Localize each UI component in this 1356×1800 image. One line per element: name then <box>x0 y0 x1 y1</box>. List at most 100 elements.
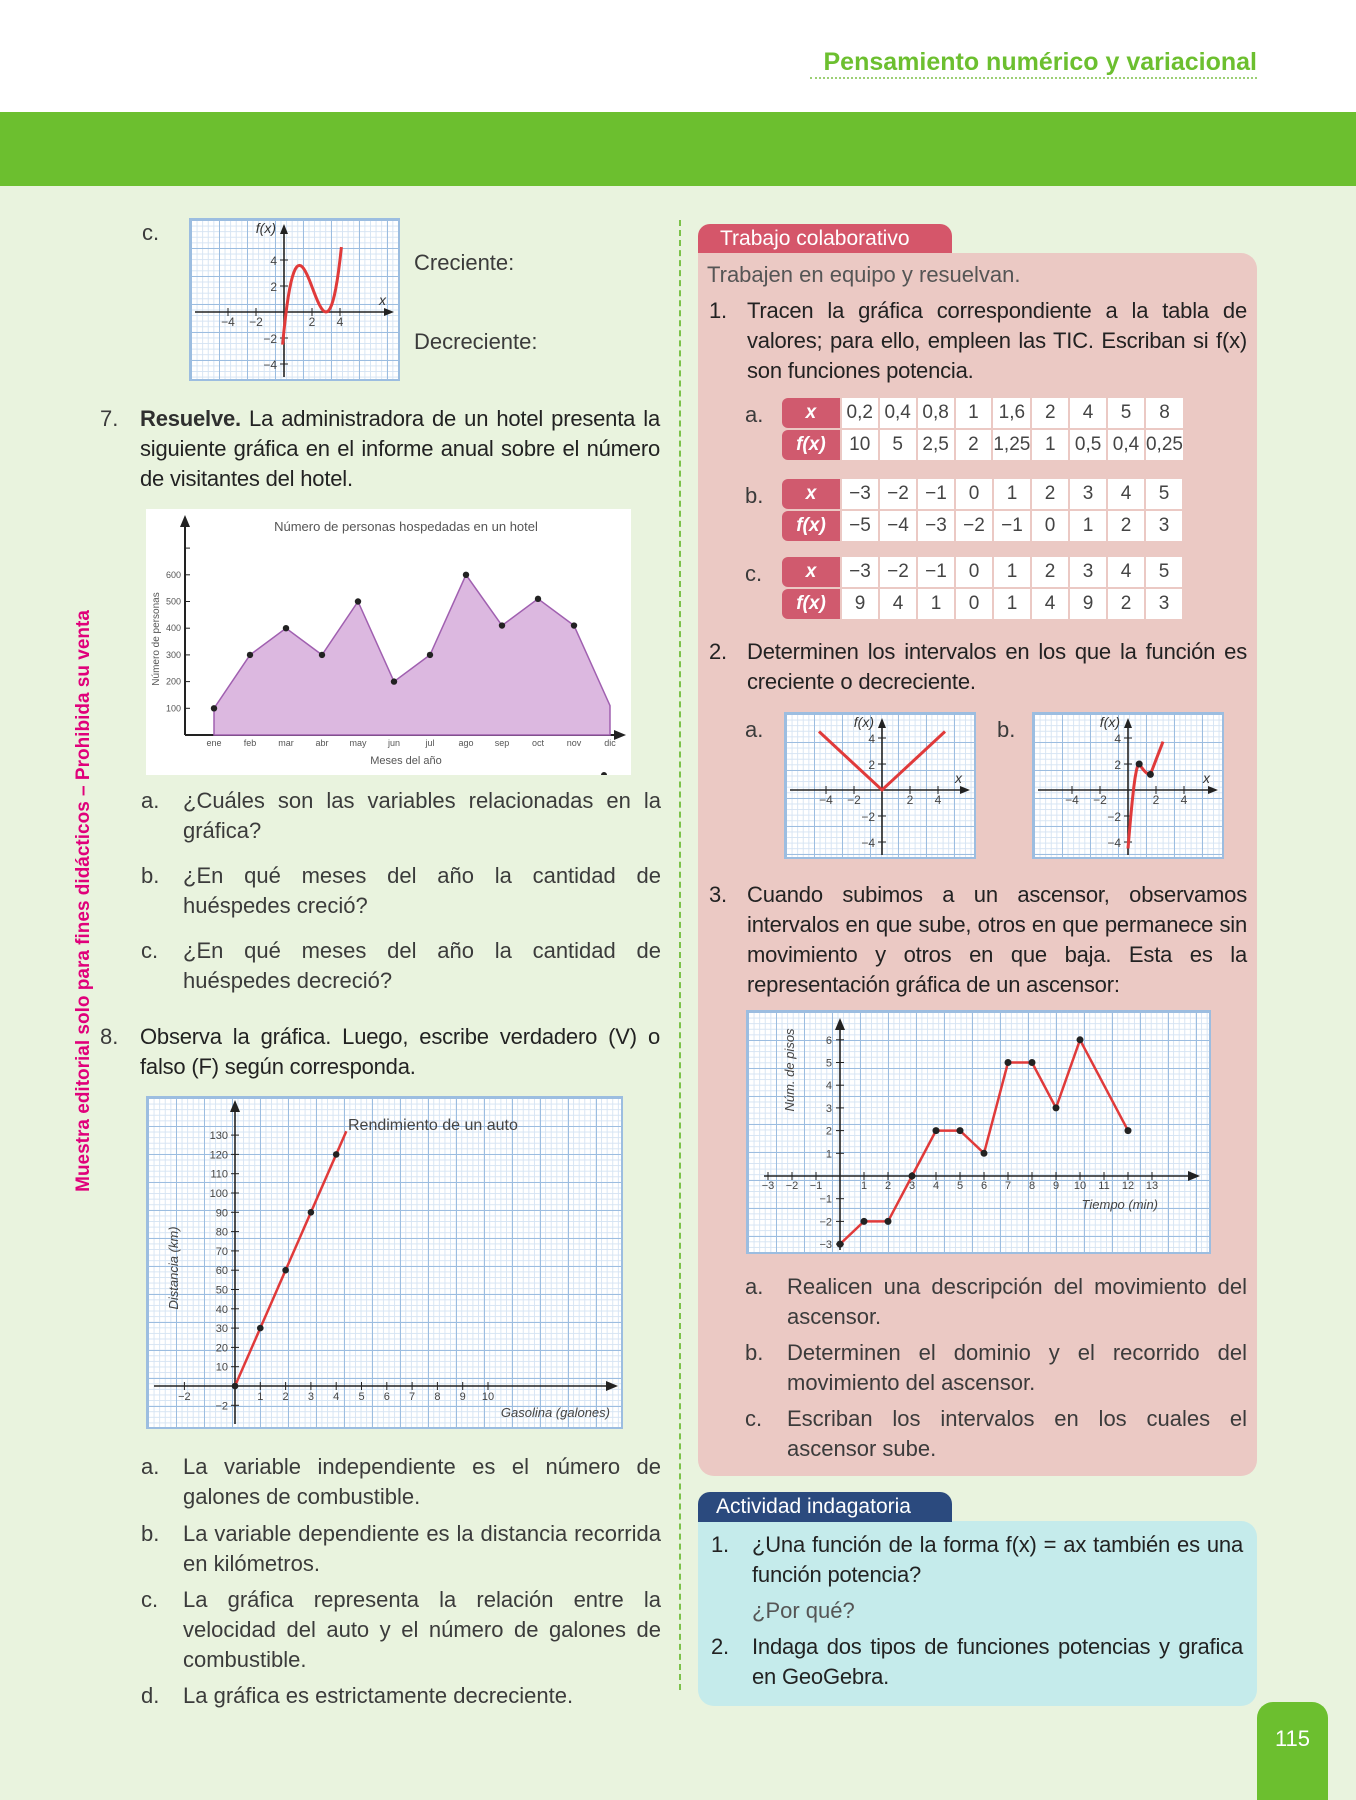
y-axis-label: Núm. de pisos <box>782 1028 797 1112</box>
data-point <box>498 622 506 629</box>
item-label: c. <box>142 220 160 245</box>
area-series <box>213 573 611 736</box>
data-point <box>246 651 254 659</box>
y-tick-label: 2 <box>270 280 277 294</box>
list-item: b. La variable dependiente es la distanci… <box>141 1519 661 1579</box>
y-tick-label: 600 <box>166 570 181 580</box>
y-axis-label: f(x) <box>256 220 276 236</box>
x-tick-label: 4 <box>935 793 942 807</box>
list-item: d. La gráfica es estrictamente decrecient… <box>141 1681 661 1711</box>
table-cell: 5 <box>1108 398 1144 428</box>
x-tick-label: mar <box>278 738 294 748</box>
list-item: a. La variable independiente es el número… <box>141 1452 661 1512</box>
table-cell: 2,5 <box>917 430 954 460</box>
question-lead: Resuelve. <box>140 406 241 431</box>
question-number: 3. <box>709 882 727 907</box>
creciente-label: Creciente: <box>414 250 515 275</box>
elevator-chart: −3 −2 −1 1 2 3 4 5 6 7 8 9 10 11 12 13 −3 −2 −1 1 2 3 4 5 6 Tiemp… <box>746 1010 1211 1254</box>
question-2: 2. Determinen los intervalos en los que … <box>709 637 1247 697</box>
item-label: a. <box>141 788 160 813</box>
y-tick-label: 300 <box>166 650 181 660</box>
question-number: 2. <box>711 1634 729 1659</box>
graphs-row: a. −4 −2 2 4 −4 −2 2 4 x f(x) b. −4 −2 2 4 −4 −2 2 4 x f(x… <box>745 712 1225 859</box>
y-tick-label: 40 <box>216 1304 228 1316</box>
data-point <box>980 1149 988 1157</box>
x-tick-label: nov <box>567 738 582 748</box>
question-1: 1. Tracen la gráfica correspondiente a l… <box>709 296 1247 386</box>
y-axis-arrow <box>230 1100 240 1112</box>
data-point <box>210 705 218 712</box>
series-line <box>839 1036 1130 1246</box>
table-cell: 4 <box>1108 479 1144 509</box>
table-cell: −2 <box>880 479 916 509</box>
y-tick-label: −2 <box>819 1216 832 1228</box>
x-tick-label: dic <box>604 738 616 748</box>
x-tick-label: −2 <box>1093 793 1107 807</box>
list-item: c. Escriban los intervalos en los cuales … <box>745 1404 1247 1464</box>
table-cell: 5 <box>1146 479 1182 509</box>
table-cell: 1 <box>1070 511 1106 541</box>
table-row: x 0,2 0,4 0,8 1 1,6 2 4 5 8 <box>782 398 1183 428</box>
y-tick-label: 10 <box>216 1362 228 1374</box>
data-point <box>836 1240 844 1248</box>
x-tick-label: 6 <box>981 1180 987 1192</box>
table-cell: 4 <box>1070 398 1107 428</box>
section-title: Pensamiento numérico y variacional <box>823 48 1258 76</box>
y-tick-label: −2 <box>1107 810 1121 824</box>
table-row: x −3 −2 −1 0 1 2 3 4 5 <box>782 479 1182 509</box>
table-cell: 3 <box>1146 589 1182 619</box>
list-item: c. La gráfica representa la relación entr… <box>141 1585 661 1675</box>
item-label: a. <box>745 1274 764 1299</box>
question-text: Observa la gráfica. Luego, escribe verda… <box>140 1024 660 1079</box>
page-top <box>0 0 1356 112</box>
actividad-indagatoria: Actividad indagatoria 1. ¿Una función de… <box>698 1492 1257 1706</box>
table-cell: 2 <box>1032 557 1068 587</box>
table-cell: 1 <box>955 398 992 428</box>
y-tick-label: 30 <box>216 1323 228 1335</box>
y-axis-arrow <box>835 1018 845 1030</box>
table-cell: −1 <box>994 511 1030 541</box>
x-tick-label: 1 <box>257 1391 263 1403</box>
row-header: f(x) <box>782 511 840 541</box>
row-header: x <box>782 479 840 509</box>
x-axis-label: Meses del año <box>370 755 442 767</box>
table-cell: −2 <box>880 557 916 587</box>
graph-label: a. <box>745 717 764 742</box>
table-cell: 0,25 <box>1145 430 1183 460</box>
function-graph-2b: −4 −2 2 4 −4 −2 2 4 x f(x) <box>1032 712 1224 859</box>
table-cell: −2 <box>956 511 992 541</box>
x-tick-label: abr <box>315 738 328 748</box>
y-tick-label: 60 <box>216 1265 228 1277</box>
table-cell: 1,25 <box>993 430 1031 460</box>
table-cell: 1 <box>918 589 954 619</box>
table-cell: 2 <box>1108 589 1144 619</box>
table-cell: 0 <box>956 557 992 587</box>
y-tick-label: −3 <box>819 1239 832 1251</box>
data-point <box>282 625 290 632</box>
item-text: Determinen el dominio y el recorrido del… <box>787 1340 1247 1395</box>
item-text: La variable dependiente es la distancia … <box>183 1521 661 1576</box>
table-cell: 4 <box>880 589 916 619</box>
x-tick-label: 2 <box>309 315 316 329</box>
question-number: 7. <box>100 406 119 431</box>
table-row: f(x) −5 −4 −3 −2 −1 0 1 2 3 <box>782 511 1182 541</box>
function-curve <box>1126 741 1165 849</box>
x-tick-label: −4 <box>819 793 833 807</box>
intro-block: Trabajen en equipo y resuelvan. <box>707 260 1247 290</box>
y-tick-label: 200 <box>166 677 181 687</box>
question-number: 2. <box>709 639 727 664</box>
y-tick-label: −1 <box>819 1194 832 1206</box>
y-tick-label: 4 <box>1114 732 1121 746</box>
data-point <box>932 1127 940 1135</box>
header-band <box>0 112 1356 186</box>
x-tick-label: 7 <box>1005 1180 1011 1192</box>
data-point <box>1124 1127 1132 1135</box>
x-tick-label: jul <box>424 738 434 748</box>
actividad-question-1: ¿Una función de la forma f(x) = ax tambi… <box>752 1532 1243 1587</box>
item-c-block: c. −4 −2 2 4 −4 −2 2 4 x f(x) Creciente: Decrecie… <box>142 218 662 381</box>
x-tick-label: 7 <box>409 1391 415 1403</box>
function-curve <box>281 246 343 345</box>
x-axis-arrow <box>1208 786 1218 794</box>
data-point <box>570 622 578 629</box>
